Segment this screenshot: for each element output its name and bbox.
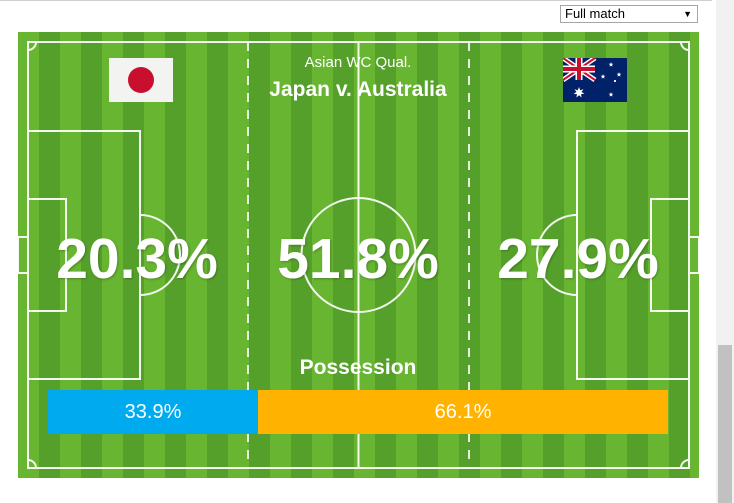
home-third-percentage: 20.3% [56, 227, 218, 291]
away-possession-value: 66.1% [434, 401, 492, 423]
match-title: Japan v. Australia [269, 78, 447, 101]
vertical-scrollbar-thumb[interactable] [718, 345, 732, 503]
pitch: Asian WC Qual. Japan v. Australia 20.3% … [18, 32, 699, 478]
middle-third-percentage: 51.8% [277, 227, 439, 291]
top-divider [0, 0, 712, 1]
away-possession-bar: 66.1% [258, 390, 668, 434]
competition-label: Asian WC Qual. [304, 54, 412, 71]
australia-flag-icon [563, 58, 627, 102]
possession-title: Possession [299, 356, 417, 379]
home-possession-bar: 33.9% [48, 390, 258, 434]
japan-flag-icon [109, 58, 173, 102]
japan-flag-sun [128, 67, 154, 93]
period-select-value: Full match [565, 6, 625, 21]
dropdown-arrow-icon: ▼ [683, 9, 692, 19]
away-third-percentage: 27.9% [497, 227, 659, 291]
period-select[interactable]: Full match ▼ [560, 5, 698, 23]
home-possession-value: 33.9% [124, 401, 182, 423]
